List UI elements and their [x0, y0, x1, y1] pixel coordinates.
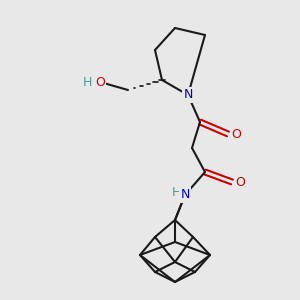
Text: O: O	[95, 76, 105, 88]
Text: N: N	[183, 88, 193, 101]
Text: O: O	[235, 176, 245, 188]
Text: N: N	[180, 188, 190, 202]
Text: H: H	[82, 76, 92, 88]
Text: O: O	[231, 128, 241, 140]
Text: H: H	[171, 185, 181, 199]
